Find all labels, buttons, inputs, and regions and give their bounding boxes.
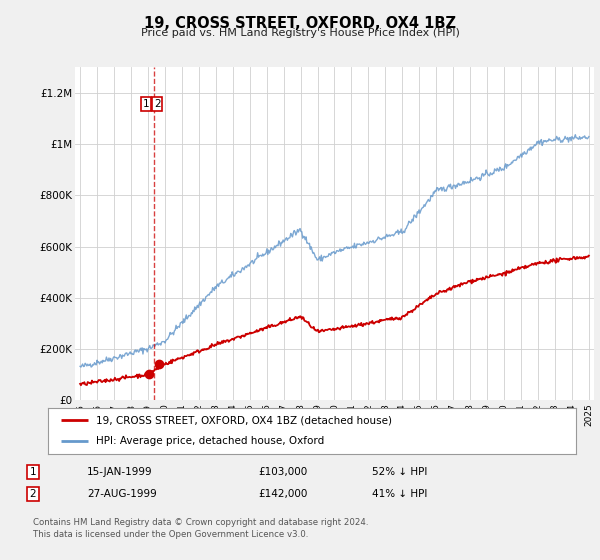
Text: Contains HM Land Registry data © Crown copyright and database right 2024.
This d: Contains HM Land Registry data © Crown c… — [33, 518, 368, 539]
Text: 1: 1 — [143, 99, 149, 109]
Text: HPI: Average price, detached house, Oxford: HPI: Average price, detached house, Oxfo… — [95, 436, 324, 446]
Text: 52% ↓ HPI: 52% ↓ HPI — [372, 467, 427, 477]
Text: 41% ↓ HPI: 41% ↓ HPI — [372, 489, 427, 499]
Text: £103,000: £103,000 — [258, 467, 307, 477]
Text: Price paid vs. HM Land Registry's House Price Index (HPI): Price paid vs. HM Land Registry's House … — [140, 28, 460, 38]
Text: 2: 2 — [154, 99, 161, 109]
Text: 1: 1 — [29, 467, 37, 477]
Text: 19, CROSS STREET, OXFORD, OX4 1BZ (detached house): 19, CROSS STREET, OXFORD, OX4 1BZ (detac… — [95, 415, 392, 425]
Text: 2: 2 — [29, 489, 37, 499]
Text: £142,000: £142,000 — [258, 489, 307, 499]
Text: 15-JAN-1999: 15-JAN-1999 — [87, 467, 152, 477]
Text: 27-AUG-1999: 27-AUG-1999 — [87, 489, 157, 499]
Text: 19, CROSS STREET, OXFORD, OX4 1BZ: 19, CROSS STREET, OXFORD, OX4 1BZ — [144, 16, 456, 31]
